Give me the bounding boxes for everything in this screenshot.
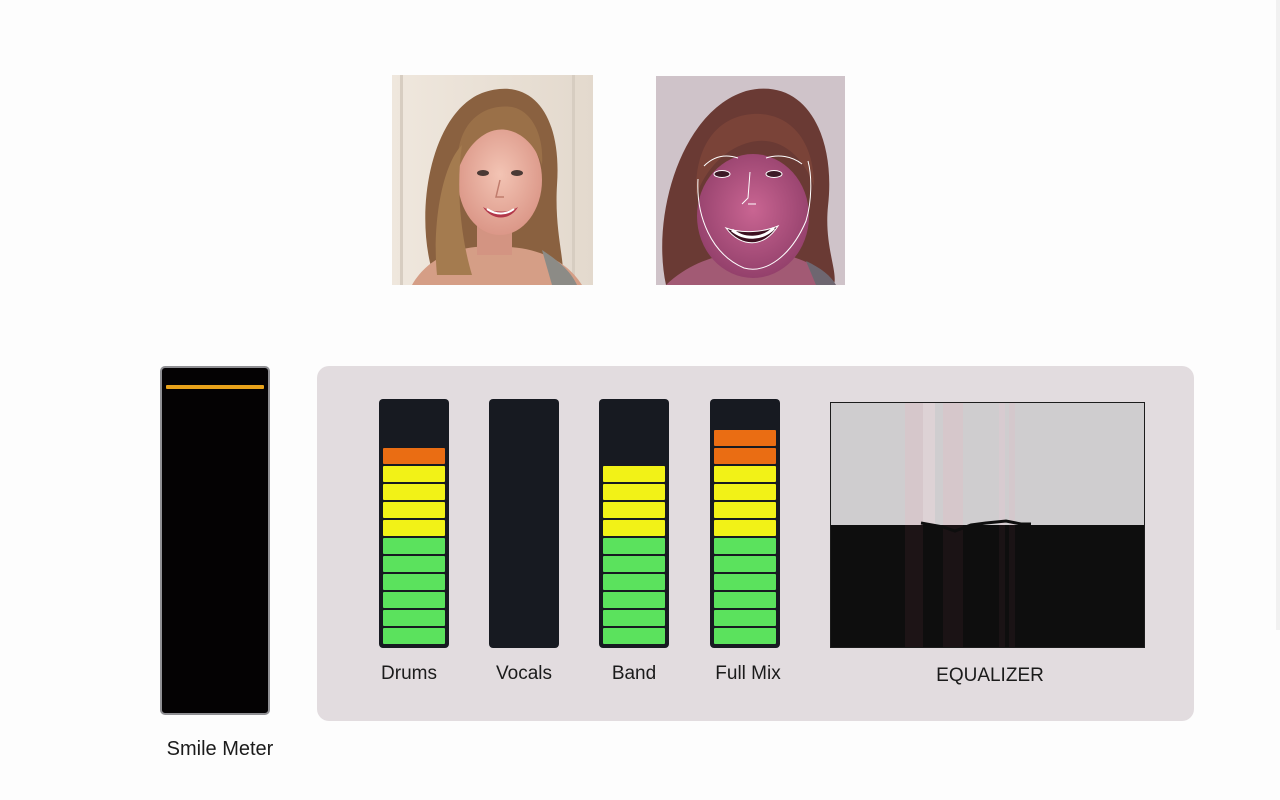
drums-label: Drums xyxy=(381,663,437,684)
full-mix-level-segments xyxy=(714,428,776,644)
level-segment xyxy=(603,502,665,518)
level-segment xyxy=(603,610,665,626)
level-segment xyxy=(603,484,665,500)
vocals-label: Vocals xyxy=(496,663,552,684)
level-segment xyxy=(383,610,445,626)
smile-meter xyxy=(160,366,270,715)
face-tracking-photo xyxy=(656,76,845,285)
level-segment xyxy=(383,448,445,464)
band-label: Band xyxy=(611,663,657,684)
level-segment xyxy=(714,574,776,590)
drums-level-segments xyxy=(383,446,445,644)
level-segment xyxy=(603,574,665,590)
face-tracking-image xyxy=(656,76,845,285)
band-level-meter xyxy=(599,399,669,648)
equalizer-display xyxy=(830,402,1145,648)
band-level-segments xyxy=(603,464,665,644)
level-segment xyxy=(383,628,445,644)
level-segment xyxy=(714,628,776,644)
level-segment xyxy=(714,592,776,608)
level-segment xyxy=(603,466,665,482)
level-segment xyxy=(383,502,445,518)
drums-level-meter xyxy=(379,399,449,648)
level-segment xyxy=(603,556,665,572)
live-camera-image xyxy=(392,75,593,285)
live-camera-photo xyxy=(392,75,593,285)
level-segment xyxy=(714,430,776,446)
level-segment xyxy=(383,484,445,500)
level-segment xyxy=(603,628,665,644)
level-segment xyxy=(714,502,776,518)
equalizer-graphic xyxy=(831,403,1144,647)
level-segment xyxy=(383,592,445,608)
level-segment xyxy=(714,466,776,482)
full-mix-level-meter xyxy=(710,399,780,648)
level-segment xyxy=(714,610,776,626)
level-segment xyxy=(714,520,776,536)
level-segment xyxy=(714,484,776,500)
level-segment xyxy=(714,448,776,464)
level-segment xyxy=(603,538,665,554)
smile-level-indicator xyxy=(166,385,264,389)
level-segment xyxy=(383,520,445,536)
level-segment xyxy=(383,556,445,572)
window-edge xyxy=(1276,0,1280,630)
level-segment xyxy=(714,538,776,554)
level-segment xyxy=(603,592,665,608)
level-segment xyxy=(714,556,776,572)
equalizer-label: EQUALIZER xyxy=(936,665,1044,686)
level-segment xyxy=(383,574,445,590)
vocals-level-meter xyxy=(489,399,559,648)
level-segment xyxy=(383,538,445,554)
full-mix-label: Full Mix xyxy=(715,663,781,684)
level-segment xyxy=(383,466,445,482)
level-segment xyxy=(603,520,665,536)
smile-meter-label: Smile Meter xyxy=(166,738,274,760)
